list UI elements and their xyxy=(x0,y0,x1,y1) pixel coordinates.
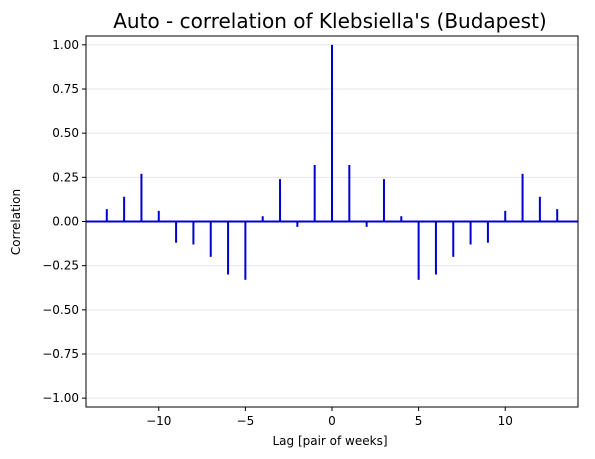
chart-title: Auto - correlation of Klebsiella's (Buda… xyxy=(113,9,547,33)
y-axis-label: Correlation xyxy=(9,189,23,255)
x-axis-ticks: −10 −5 0 5 10 xyxy=(146,407,513,428)
y-tick-label: −0.50 xyxy=(42,303,79,317)
y-tick-label: 0.25 xyxy=(52,170,79,184)
y-tick-label: −0.75 xyxy=(42,347,79,361)
x-axis-label: Lag [pair of weeks] xyxy=(272,434,387,448)
y-tick-label: 0.75 xyxy=(52,82,79,96)
x-tick-label: 0 xyxy=(328,414,336,428)
y-tick-label: 0.50 xyxy=(52,126,79,140)
x-tick-label: −5 xyxy=(237,414,255,428)
y-tick-label: 0.00 xyxy=(52,215,79,229)
correlation-bars xyxy=(86,44,578,280)
x-tick-label: −10 xyxy=(146,414,171,428)
x-tick-label: 10 xyxy=(498,414,513,428)
y-tick-label: −0.25 xyxy=(42,259,79,273)
y-axis-ticks: −1.00 −0.75 −0.50 −0.25 0.00 0.25 0.50 0.75 1.00 xyxy=(42,38,86,405)
y-tick-label: 1.00 xyxy=(52,38,79,52)
y-tick-label: −1.00 xyxy=(42,391,79,405)
x-tick-label: 5 xyxy=(415,414,423,428)
